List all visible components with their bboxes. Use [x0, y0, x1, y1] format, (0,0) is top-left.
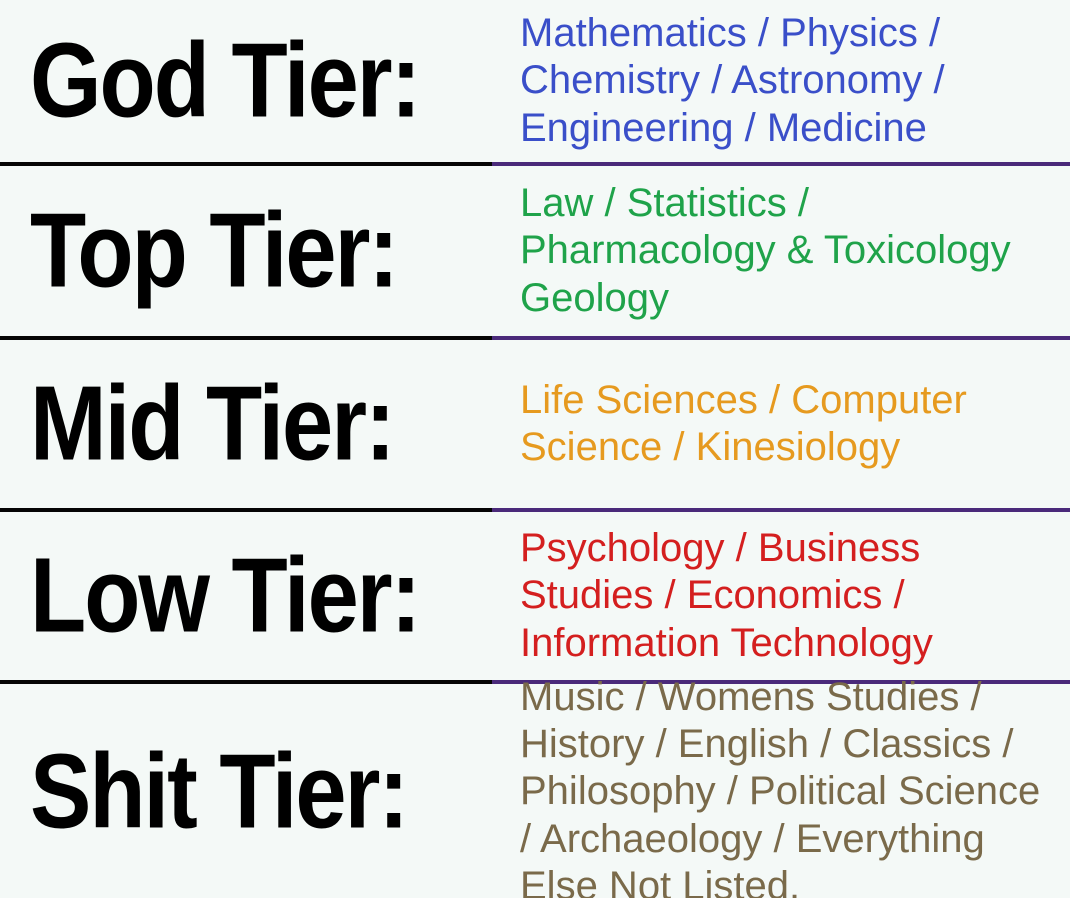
tier-row-low: Low Tier: Psychology / Business Studies …: [0, 512, 1070, 680]
tier-row-shit: Shit Tier: Music / Womens Studies / Hist…: [0, 684, 1070, 898]
tier-list: God Tier: Mathematics / Physics / Chemis…: [0, 0, 1070, 898]
tier-label-top: Top Tier:: [0, 198, 520, 304]
tier-row-god: God Tier: Mathematics / Physics / Chemis…: [0, 0, 1070, 162]
tier-label-mid: Mid Tier:: [0, 371, 520, 477]
tier-items-top: Law / Statistics / Pharmacology & Toxico…: [520, 180, 1070, 322]
tier-row-mid: Mid Tier: Life Sciences / Computer Scien…: [0, 340, 1070, 508]
tier-label-low: Low Tier:: [0, 543, 520, 649]
tier-label-god: God Tier:: [0, 28, 520, 134]
tier-label-shit: Shit Tier:: [0, 739, 520, 845]
tier-items-god: Mathematics / Physics / Chemistry / Astr…: [520, 10, 1070, 152]
tier-items-shit: Music / Womens Studies / History / Engli…: [520, 674, 1070, 898]
tier-row-top: Top Tier: Law / Statistics / Pharmacolog…: [0, 166, 1070, 336]
tier-items-low: Psychology / Business Studies / Economic…: [520, 525, 1070, 667]
tier-items-mid: Life Sciences / Computer Science / Kines…: [520, 377, 1070, 471]
